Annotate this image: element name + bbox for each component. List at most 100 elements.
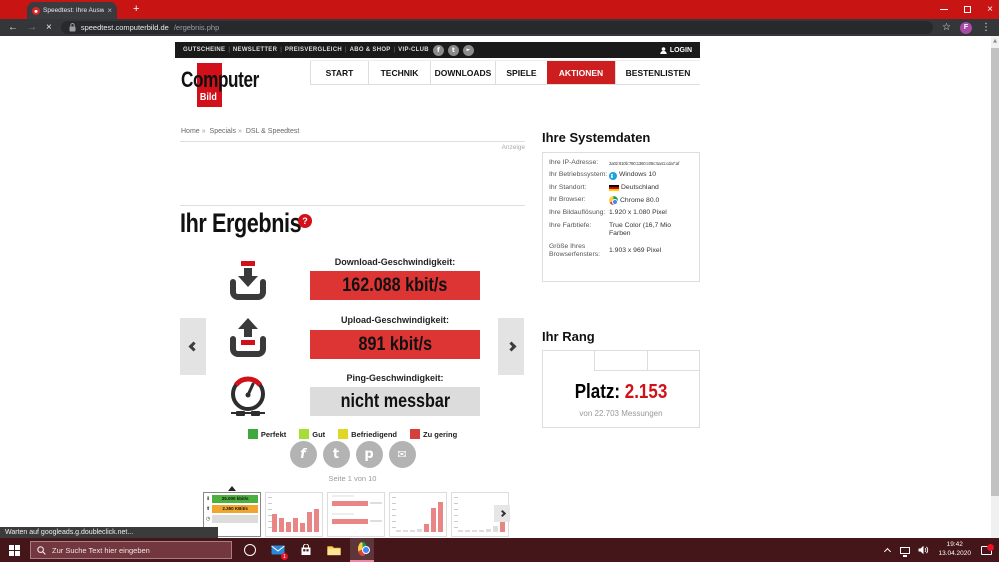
twitter-icon[interactable]: t: [447, 44, 459, 56]
ping-value: nicht messbar: [340, 390, 450, 412]
legend-label: Gut: [312, 429, 326, 439]
browser-menu-icon[interactable]: ⋮: [981, 21, 991, 33]
breadcrumb-home[interactable]: Home: [181, 128, 200, 135]
nav-aktionen[interactable]: AKTIONEN: [547, 61, 615, 84]
tab-title: Speedtest: Ihre Auswertung - CO: [43, 7, 105, 14]
breadcrumb-dsl-speedtest[interactable]: DSL & Speedtest: [245, 128, 300, 135]
topbar-link-vip-club[interactable]: VIP-CLUB: [398, 47, 429, 53]
store-button[interactable]: [294, 538, 318, 562]
stop-loading-button[interactable]: ×: [46, 21, 52, 33]
chrome-taskbar-button[interactable]: [350, 538, 374, 562]
chevron-left-icon: [188, 341, 198, 352]
nav-downloads[interactable]: DOWNLOADS: [430, 61, 495, 84]
new-tab-button[interactable]: +: [133, 3, 140, 15]
taskbar-clock[interactable]: 19:42 13.04.2020: [932, 541, 977, 559]
action-center-button[interactable]: [977, 538, 995, 562]
page-title: Ihr Ergebnis: [180, 208, 302, 238]
breadcrumb: Home» Specials» DSL & Speedtest: [181, 128, 299, 135]
share-twitter-icon[interactable]: t: [322, 441, 350, 468]
mail-icon: [271, 545, 285, 555]
row-label: Ihre Farbtiefe:: [549, 221, 592, 229]
row-label: Ihr Browser:: [549, 196, 586, 204]
carousel-prev-button[interactable]: [180, 318, 206, 375]
forward-button[interactable]: →: [27, 21, 37, 33]
tab-close-icon[interactable]: ×: [107, 5, 112, 15]
rang-subtitle: von 22.703 Messungen: [579, 409, 663, 418]
profile-avatar[interactable]: F: [960, 21, 972, 34]
file-explorer-button[interactable]: [322, 538, 346, 562]
logo-word: Computer: [181, 67, 259, 92]
download-value: 162.088 kbit/s: [342, 274, 448, 296]
cortana-button[interactable]: [238, 538, 262, 562]
notification-icon: [980, 543, 994, 555]
help-icon[interactable]: ?: [298, 214, 312, 228]
carousel-next-button[interactable]: [498, 318, 524, 375]
rang-tab-2[interactable]: [594, 351, 647, 371]
topbar-link-gutscheine[interactable]: GUTSCHEINE: [183, 47, 226, 53]
login-button[interactable]: LOGIN: [660, 47, 692, 54]
row-label: Ihr Betriebssystem:: [549, 171, 608, 179]
rang-tab-1[interactable]: [543, 351, 594, 371]
youtube-icon[interactable]: ►: [462, 44, 474, 56]
systemdata-row: Ihr Standort: Deutschland: [549, 184, 694, 192]
window-minimize-button[interactable]: [940, 9, 949, 10]
user-icon: [660, 46, 667, 54]
rang-panel: Platz: 2.153 von 22.703 Messungen: [542, 350, 700, 428]
thumbnail-chart-3[interactable]: [327, 492, 385, 537]
topbar-link-newsletter[interactable]: NEWSLETTER: [232, 47, 278, 53]
mail-button[interactable]: 1: [266, 538, 290, 562]
back-button[interactable]: ←: [8, 21, 18, 33]
address-bar[interactable]: speedtest.computerbild.de/ergebnis.php: [60, 21, 934, 34]
chrome-icon: [609, 196, 618, 206]
start-button[interactable]: [0, 538, 28, 562]
taskbar-search-input[interactable]: Zur Suche Text hier eingeben: [30, 541, 232, 559]
systemdata-row: Ihre Farbtiefe: True Color (16,7 Mio Far…: [549, 222, 694, 239]
store-icon: [301, 544, 311, 555]
location-value: Deutschland: [621, 183, 659, 191]
topbar-link-abo-shop[interactable]: ABO & SHOP: [349, 47, 391, 53]
logo-red-box: [197, 63, 222, 107]
thumbnail-chart-2[interactable]: [265, 492, 323, 537]
chrome-icon: [357, 542, 370, 556]
topbar-link-preisvergleich[interactable]: PREISVERGLEICH: [284, 47, 343, 53]
colordepth-value: True Color (16,7 Mio Farben: [609, 221, 672, 238]
thumbnails-next-button[interactable]: [494, 505, 510, 522]
scrollbar-track[interactable]: ▲: [991, 36, 999, 538]
nav-spiele[interactable]: SPIELE: [495, 61, 547, 84]
separator: »: [238, 128, 242, 135]
clock-date: 13.04.2020: [938, 550, 971, 557]
status-bar: Warten auf googleads.g.doubleclick.net..…: [0, 527, 218, 538]
thumb-upload-value: 2.350 KBit/s: [222, 505, 248, 511]
browser-tab[interactable]: Speedtest: Ihre Auswertung - CO ×: [27, 2, 117, 19]
share-facebook-icon[interactable]: f: [289, 441, 317, 468]
share-pinterest-icon[interactable]: p: [355, 441, 383, 468]
separator: |: [280, 47, 282, 53]
facebook-icon[interactable]: f: [432, 44, 444, 56]
taskbar-overflow-button[interactable]: [878, 538, 896, 562]
network-button[interactable]: [896, 538, 914, 562]
scroll-up-icon[interactable]: ▲: [993, 38, 997, 44]
legend-label: Zu gering: [423, 429, 458, 439]
scrollbar-thumb[interactable]: [991, 48, 999, 496]
nav-bestenlisten[interactable]: BESTENLISTEN: [615, 61, 700, 84]
thumb-download-value: 25.000 kbit/s: [221, 495, 249, 501]
thumbnail-chart-4[interactable]: [389, 492, 447, 537]
bookmark-star-icon[interactable]: ☆: [942, 21, 951, 33]
window-close-button[interactable]: ×: [987, 3, 993, 15]
download-label: Download-Geschwindigkeit:: [334, 257, 456, 267]
nav-start[interactable]: START: [310, 61, 368, 84]
rang-tab-3[interactable]: [646, 351, 699, 371]
thumbnail-result-1[interactable]: ⬇ 25.000 kbit/s ⬆ 2.350 KBit/s ◷: [203, 492, 261, 537]
computerbild-logo[interactable]: Computer Bild: [181, 62, 276, 108]
nav-technik[interactable]: TECHNIK: [368, 61, 430, 84]
share-email-icon[interactable]: ✉: [388, 441, 416, 468]
platz-value: 2.153: [624, 381, 668, 403]
ad-label: Anzeige: [501, 144, 526, 151]
selected-thumb-caret: [228, 486, 236, 491]
window-maximize-button[interactable]: [964, 6, 972, 13]
breadcrumb-specials[interactable]: Specials: [209, 128, 237, 135]
legend-swatch-befriedigend: [338, 429, 349, 439]
volume-button[interactable]: [914, 538, 932, 562]
search-icon: [37, 545, 46, 555]
